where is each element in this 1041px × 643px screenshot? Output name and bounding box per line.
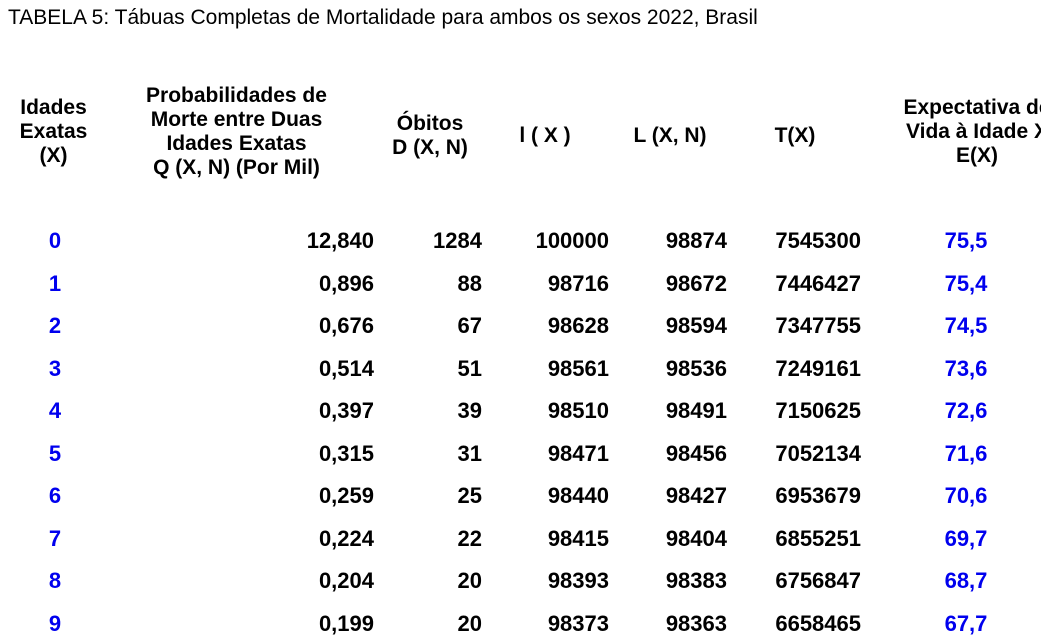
person-years-cell: 98491 <box>665 398 727 423</box>
table-row: 4 0,397 39 98510 98491 7150625 72,6 <box>0 397 1041 440</box>
deaths-cell: 67 <box>457 313 482 338</box>
table-row: 5 0,315 31 98471 98456 7052134 71,6 <box>0 440 1041 483</box>
qxn-cell: 12,840 <box>306 228 374 253</box>
table-row: 3 0,514 51 98561 98536 7249161 73,6 <box>0 355 1041 398</box>
survivors-cell: 100000 <box>535 228 609 253</box>
table-row: 2 0,676 67 98628 98594 7347755 74,5 <box>0 312 1041 355</box>
person-years-cell: 98363 <box>665 610 727 636</box>
total-person-years-cell: 7249161 <box>775 355 861 381</box>
age-cell: 9 <box>48 610 62 636</box>
age-cell: 8 <box>48 568 62 593</box>
age-cell: 2 <box>48 313 62 338</box>
total-person-years-cell: 7347755 <box>775 313 861 338</box>
deaths-cell: 1284 <box>433 228 482 253</box>
header-life-expectancy: Expectativa de Vida à Idade X E(X) <box>903 96 1041 167</box>
survivors-cell: 98716 <box>547 270 609 296</box>
table-row: 9 0,199 20 98373 98363 6658465 67,7 <box>0 610 1041 643</box>
deaths-cell: 88 <box>457 270 482 296</box>
qxn-cell: 0,315 <box>318 440 374 466</box>
qxn-cell: 0,204 <box>318 568 374 593</box>
age-cell: 6 <box>48 483 62 508</box>
deaths-cell: 20 <box>457 568 482 593</box>
qxn-cell: 0,514 <box>318 355 374 381</box>
age-cell: 5 <box>48 440 62 466</box>
deaths-cell: 22 <box>457 525 482 551</box>
header-survivors: l ( X ) <box>519 124 571 147</box>
life-expectancy-cell: 75,5 <box>944 228 988 253</box>
survivors-cell: 98471 <box>547 440 609 466</box>
total-person-years-cell: 6658465 <box>775 610 861 636</box>
header-person-years: L (X, N) <box>633 124 707 147</box>
person-years-cell: 98427 <box>665 483 727 508</box>
life-expectancy-cell: 69,7 <box>944 525 988 551</box>
age-cell: 3 <box>48 355 62 381</box>
person-years-cell: 98594 <box>665 313 727 338</box>
qxn-cell: 0,676 <box>318 313 374 338</box>
survivors-cell: 98440 <box>547 483 609 508</box>
deaths-cell: 39 <box>457 398 482 423</box>
deaths-cell: 20 <box>457 610 482 636</box>
life-expectancy-cell: 75,4 <box>944 270 988 296</box>
survivors-cell: 98628 <box>547 313 609 338</box>
header-total-person-years: T(X) <box>774 124 816 147</box>
header-death-probability: Probabilidades de Morte entre Duas Idade… <box>146 84 327 179</box>
person-years-cell: 98456 <box>665 440 727 466</box>
life-expectancy-cell: 68,7 <box>944 568 988 593</box>
life-expectancy-cell: 73,6 <box>944 355 988 381</box>
life-expectancy-cell: 70,6 <box>944 483 988 508</box>
total-person-years-cell: 7150625 <box>775 398 861 423</box>
qxn-cell: 0,896 <box>318 270 374 296</box>
total-person-years-cell: 7545300 <box>775 228 861 253</box>
person-years-cell: 98672 <box>665 270 727 296</box>
life-expectancy-cell: 72,6 <box>944 398 988 423</box>
survivors-cell: 98510 <box>547 398 609 423</box>
qxn-cell: 0,259 <box>318 483 374 508</box>
header-exact-ages: Idades Exatas (X) <box>19 96 88 167</box>
age-cell: 4 <box>48 398 62 423</box>
table-row: 1 0,896 88 98716 98672 7446427 75,4 <box>0 270 1041 313</box>
person-years-cell: 98404 <box>665 525 727 551</box>
qxn-cell: 0,224 <box>318 525 374 551</box>
table-caption: TABELA 5: Tábuas Completas de Mortalidad… <box>8 6 758 29</box>
table-row: 8 0,204 20 98393 98383 6756847 68,7 <box>0 567 1041 610</box>
life-expectancy-cell: 67,7 <box>944 610 988 636</box>
survivors-cell: 98393 <box>547 568 609 593</box>
life-expectancy-cell: 71,6 <box>944 440 988 466</box>
person-years-cell: 98874 <box>665 228 727 253</box>
total-person-years-cell: 7052134 <box>775 440 861 466</box>
deaths-cell: 25 <box>457 483 482 508</box>
age-cell: 0 <box>48 228 62 253</box>
deaths-cell: 51 <box>457 355 482 381</box>
person-years-cell: 98383 <box>665 568 727 593</box>
survivors-cell: 98373 <box>547 610 609 636</box>
deaths-cell: 31 <box>457 440 482 466</box>
age-cell: 7 <box>48 525 62 551</box>
table-row: 0 12,840 1284 100000 98874 7545300 75,5 <box>0 227 1041 270</box>
total-person-years-cell: 6855251 <box>775 525 861 551</box>
total-person-years-cell: 6953679 <box>775 483 861 508</box>
qxn-cell: 0,397 <box>318 398 374 423</box>
survivors-cell: 98415 <box>547 525 609 551</box>
total-person-years-cell: 7446427 <box>775 270 861 296</box>
age-cell: 1 <box>48 270 62 296</box>
life-expectancy-cell: 74,5 <box>944 313 988 338</box>
table-row: 6 0,259 25 98440 98427 6953679 70,6 <box>0 482 1041 525</box>
qxn-cell: 0,199 <box>318 610 374 636</box>
header-deaths: Óbitos D (X, N) <box>392 112 468 159</box>
person-years-cell: 98536 <box>665 355 727 381</box>
survivors-cell: 98561 <box>547 355 609 381</box>
total-person-years-cell: 6756847 <box>775 568 861 593</box>
table-row: 7 0,224 22 98415 98404 6855251 69,7 <box>0 525 1041 568</box>
table-body: 0 12,840 1284 100000 98874 7545300 75,5 … <box>0 227 1041 643</box>
